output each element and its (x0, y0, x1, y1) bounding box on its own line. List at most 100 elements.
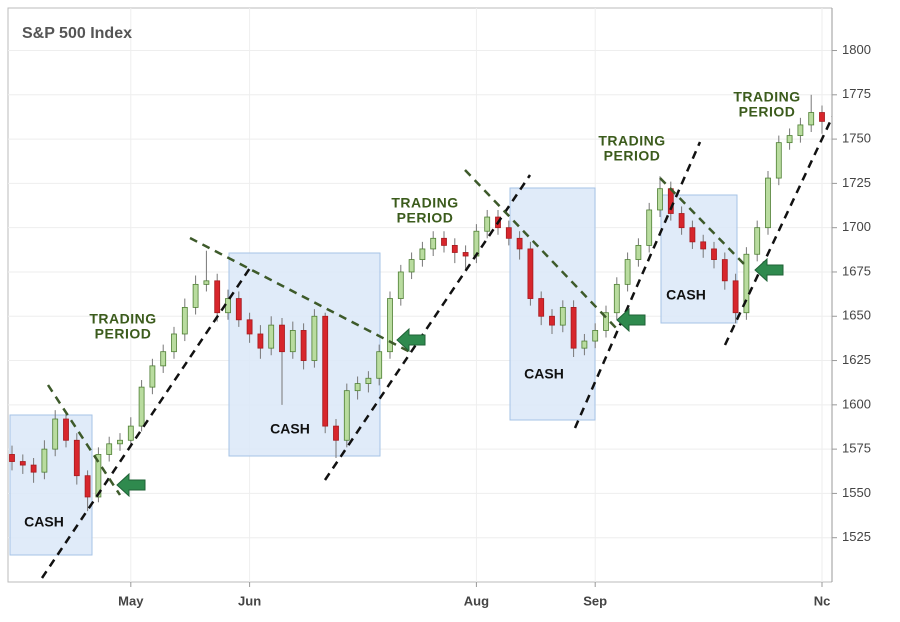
candle-body (160, 351, 167, 367)
candle-body (311, 315, 318, 361)
candle-body (138, 386, 145, 427)
trading-label: PERIOD (739, 104, 796, 120)
candle-body (387, 298, 393, 353)
candle-body (765, 177, 771, 229)
candle-body (549, 315, 555, 326)
candle-body (786, 135, 793, 144)
candle-body (408, 259, 415, 273)
candle-body (581, 340, 588, 349)
y-tick-label: 1550 (842, 485, 871, 500)
candle-body (570, 307, 577, 349)
candle-body (127, 425, 134, 441)
trading-label: PERIOD (397, 210, 454, 226)
y-tick-label: 1700 (842, 219, 871, 234)
candle-body (603, 312, 609, 331)
cash-label: CASH (270, 421, 310, 437)
cash-box (660, 194, 738, 324)
candle-body (300, 330, 307, 361)
candle-body (279, 324, 285, 353)
candle-body (95, 454, 102, 498)
y-tick-label: 1525 (842, 529, 871, 544)
candle-body (117, 439, 123, 445)
candle-body (30, 464, 37, 473)
candle-body (592, 330, 599, 342)
candle-body (52, 418, 59, 450)
candle-body (678, 213, 685, 229)
x-tick-label: Aug (464, 593, 489, 608)
candle-body (484, 216, 491, 232)
candle-body (797, 124, 804, 136)
candle-body (441, 237, 447, 246)
candle-body (41, 448, 48, 473)
candle-body (700, 241, 707, 250)
candle-body (354, 383, 361, 392)
candle-body (171, 333, 177, 353)
candle-body (63, 418, 69, 441)
candle-body (775, 142, 782, 179)
candle-body (268, 324, 275, 349)
resistance-line (464, 169, 619, 331)
trading-label: TRADING (89, 311, 156, 327)
support-line (573, 141, 702, 429)
cash-box (509, 187, 596, 421)
candle-body (473, 230, 480, 257)
chart-title: S&P 500 Index (22, 25, 132, 42)
support-line (723, 104, 840, 346)
candle-body (721, 259, 728, 282)
candle-body (559, 307, 566, 326)
candle-body (246, 319, 253, 335)
candle-body (192, 283, 199, 308)
candle-body (235, 298, 242, 321)
y-tick-label: 1625 (842, 352, 871, 367)
candle-body (333, 425, 339, 441)
candle-body (73, 439, 80, 477)
trend-lines (40, 104, 840, 579)
candle-body (538, 298, 545, 317)
candle-body (505, 227, 512, 239)
candle-body (419, 248, 426, 260)
cash-label: CASH (524, 366, 564, 382)
axis-panel (832, 0, 900, 622)
candle-body (754, 227, 761, 255)
signal-arrow (616, 307, 646, 333)
resistance-line (659, 177, 746, 266)
y-tick-label: 1775 (842, 86, 871, 101)
candle-body (613, 283, 620, 314)
signal-arrow (396, 327, 426, 353)
trading-label: TRADING (598, 133, 665, 149)
candle-body (430, 237, 437, 250)
x-tick-label: May (118, 593, 144, 608)
support-line (40, 264, 254, 579)
y-tick-label: 1675 (842, 263, 871, 278)
candle-body (376, 351, 383, 379)
candle-body (181, 307, 188, 335)
x-tick-label: Sep (583, 593, 607, 608)
y-tick-label: 1725 (842, 175, 871, 190)
candle-body (19, 461, 26, 466)
candle-body (808, 112, 815, 126)
candle-body (149, 365, 156, 388)
candle-body (527, 248, 534, 299)
candle-body (743, 253, 750, 314)
trading-label: PERIOD (604, 148, 661, 164)
cash-box (9, 414, 93, 556)
candle-body (451, 244, 458, 253)
y-tick-label: 1600 (842, 396, 871, 411)
y-tick-label: 1575 (842, 441, 871, 456)
resistance-line (46, 384, 122, 496)
candle-body (624, 259, 631, 285)
candle-body (462, 252, 469, 257)
candle-body (106, 443, 113, 455)
candle-body (322, 315, 329, 427)
y-tick-label: 1750 (842, 131, 871, 146)
candle-body (516, 237, 523, 250)
candle-body (225, 298, 231, 314)
x-tick-label: Nc (814, 593, 831, 608)
candle-body (214, 280, 221, 314)
candle-body (732, 280, 739, 314)
trading-label: TRADING (733, 89, 800, 105)
candles (9, 94, 825, 512)
x-tick-label: Jun (238, 593, 261, 608)
